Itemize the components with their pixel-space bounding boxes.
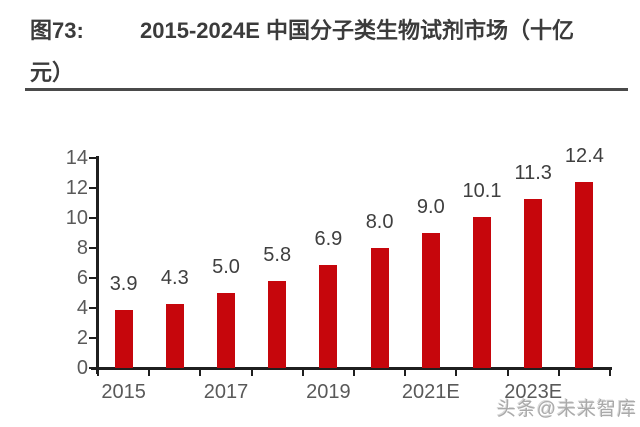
bar-value-label: 10.1 xyxy=(462,179,502,202)
x-axis-tick xyxy=(199,368,202,376)
bar xyxy=(114,309,133,368)
y-axis-tick xyxy=(89,307,97,309)
x-axis-tick xyxy=(506,368,509,376)
bar xyxy=(370,248,389,368)
bar-value-label: 11.3 xyxy=(514,161,552,184)
bar xyxy=(268,281,287,368)
bar-value-label: 6.9 xyxy=(314,227,343,250)
y-tick-label: 8 xyxy=(76,237,88,259)
title-underline xyxy=(25,88,628,91)
y-axis-tick xyxy=(89,187,97,189)
x-axis-tick xyxy=(97,368,99,376)
x-axis-tick xyxy=(353,368,355,376)
x-axis-tick xyxy=(148,368,151,376)
x-axis-tick xyxy=(404,368,407,376)
x-tick-label: 2023E xyxy=(504,381,563,403)
y-tick-label: 6 xyxy=(76,267,88,289)
figure-title-line1: 图73: 2015-2024E 中国分子类生物试剂市场（十亿 xyxy=(30,13,574,45)
figure-title-line2: 元） xyxy=(30,60,75,85)
x-axis-line xyxy=(91,367,612,370)
x-axis-tick xyxy=(557,368,560,376)
y-axis-tick xyxy=(89,247,97,249)
bar xyxy=(473,216,491,368)
bar-value-label: 5.0 xyxy=(212,256,240,278)
y-tick-label: 12 xyxy=(65,177,88,199)
x-tick-label: 2019 xyxy=(306,381,351,403)
y-axis-tick xyxy=(89,217,97,219)
x-tick-label: 2015 xyxy=(101,381,146,403)
x-axis-tick xyxy=(609,368,611,376)
x-axis-tick xyxy=(250,368,253,376)
y-axis-tick xyxy=(89,337,97,339)
bar xyxy=(165,303,184,368)
figure-number: 图73: xyxy=(30,18,84,43)
x-axis-tick xyxy=(455,368,458,376)
y-axis-tick xyxy=(89,157,97,159)
bar-value-label: 3.9 xyxy=(109,272,138,295)
bar xyxy=(421,233,440,368)
y-tick-label: 0 xyxy=(76,357,88,379)
y-tick-label: 2 xyxy=(76,327,88,349)
watermark: 头条@未来智库 xyxy=(496,399,637,420)
bar-value-label: 12.4 xyxy=(564,145,604,167)
y-tick-label: 14 xyxy=(65,147,88,169)
bar-value-label: 5.8 xyxy=(263,244,292,266)
bar-value-label: 9.0 xyxy=(416,196,445,218)
bar xyxy=(319,264,338,368)
y-axis-line xyxy=(96,156,99,374)
bar xyxy=(524,198,543,368)
bar xyxy=(575,182,594,368)
bar-value-label: 8.0 xyxy=(365,211,394,233)
y-axis-tick xyxy=(89,277,97,279)
figure-title-text: 2015-2024E 中国分子类生物试剂市场（十亿 xyxy=(140,18,574,43)
bar-value-label: 4.3 xyxy=(160,266,189,289)
y-tick-label: 10 xyxy=(65,207,88,229)
y-axis-tick xyxy=(89,367,97,369)
bar xyxy=(217,293,235,368)
x-axis-tick xyxy=(301,368,304,376)
x-tick-label: 2021E xyxy=(401,381,460,403)
y-tick-label: 4 xyxy=(76,297,88,319)
x-tick-label: 2017 xyxy=(203,381,249,403)
